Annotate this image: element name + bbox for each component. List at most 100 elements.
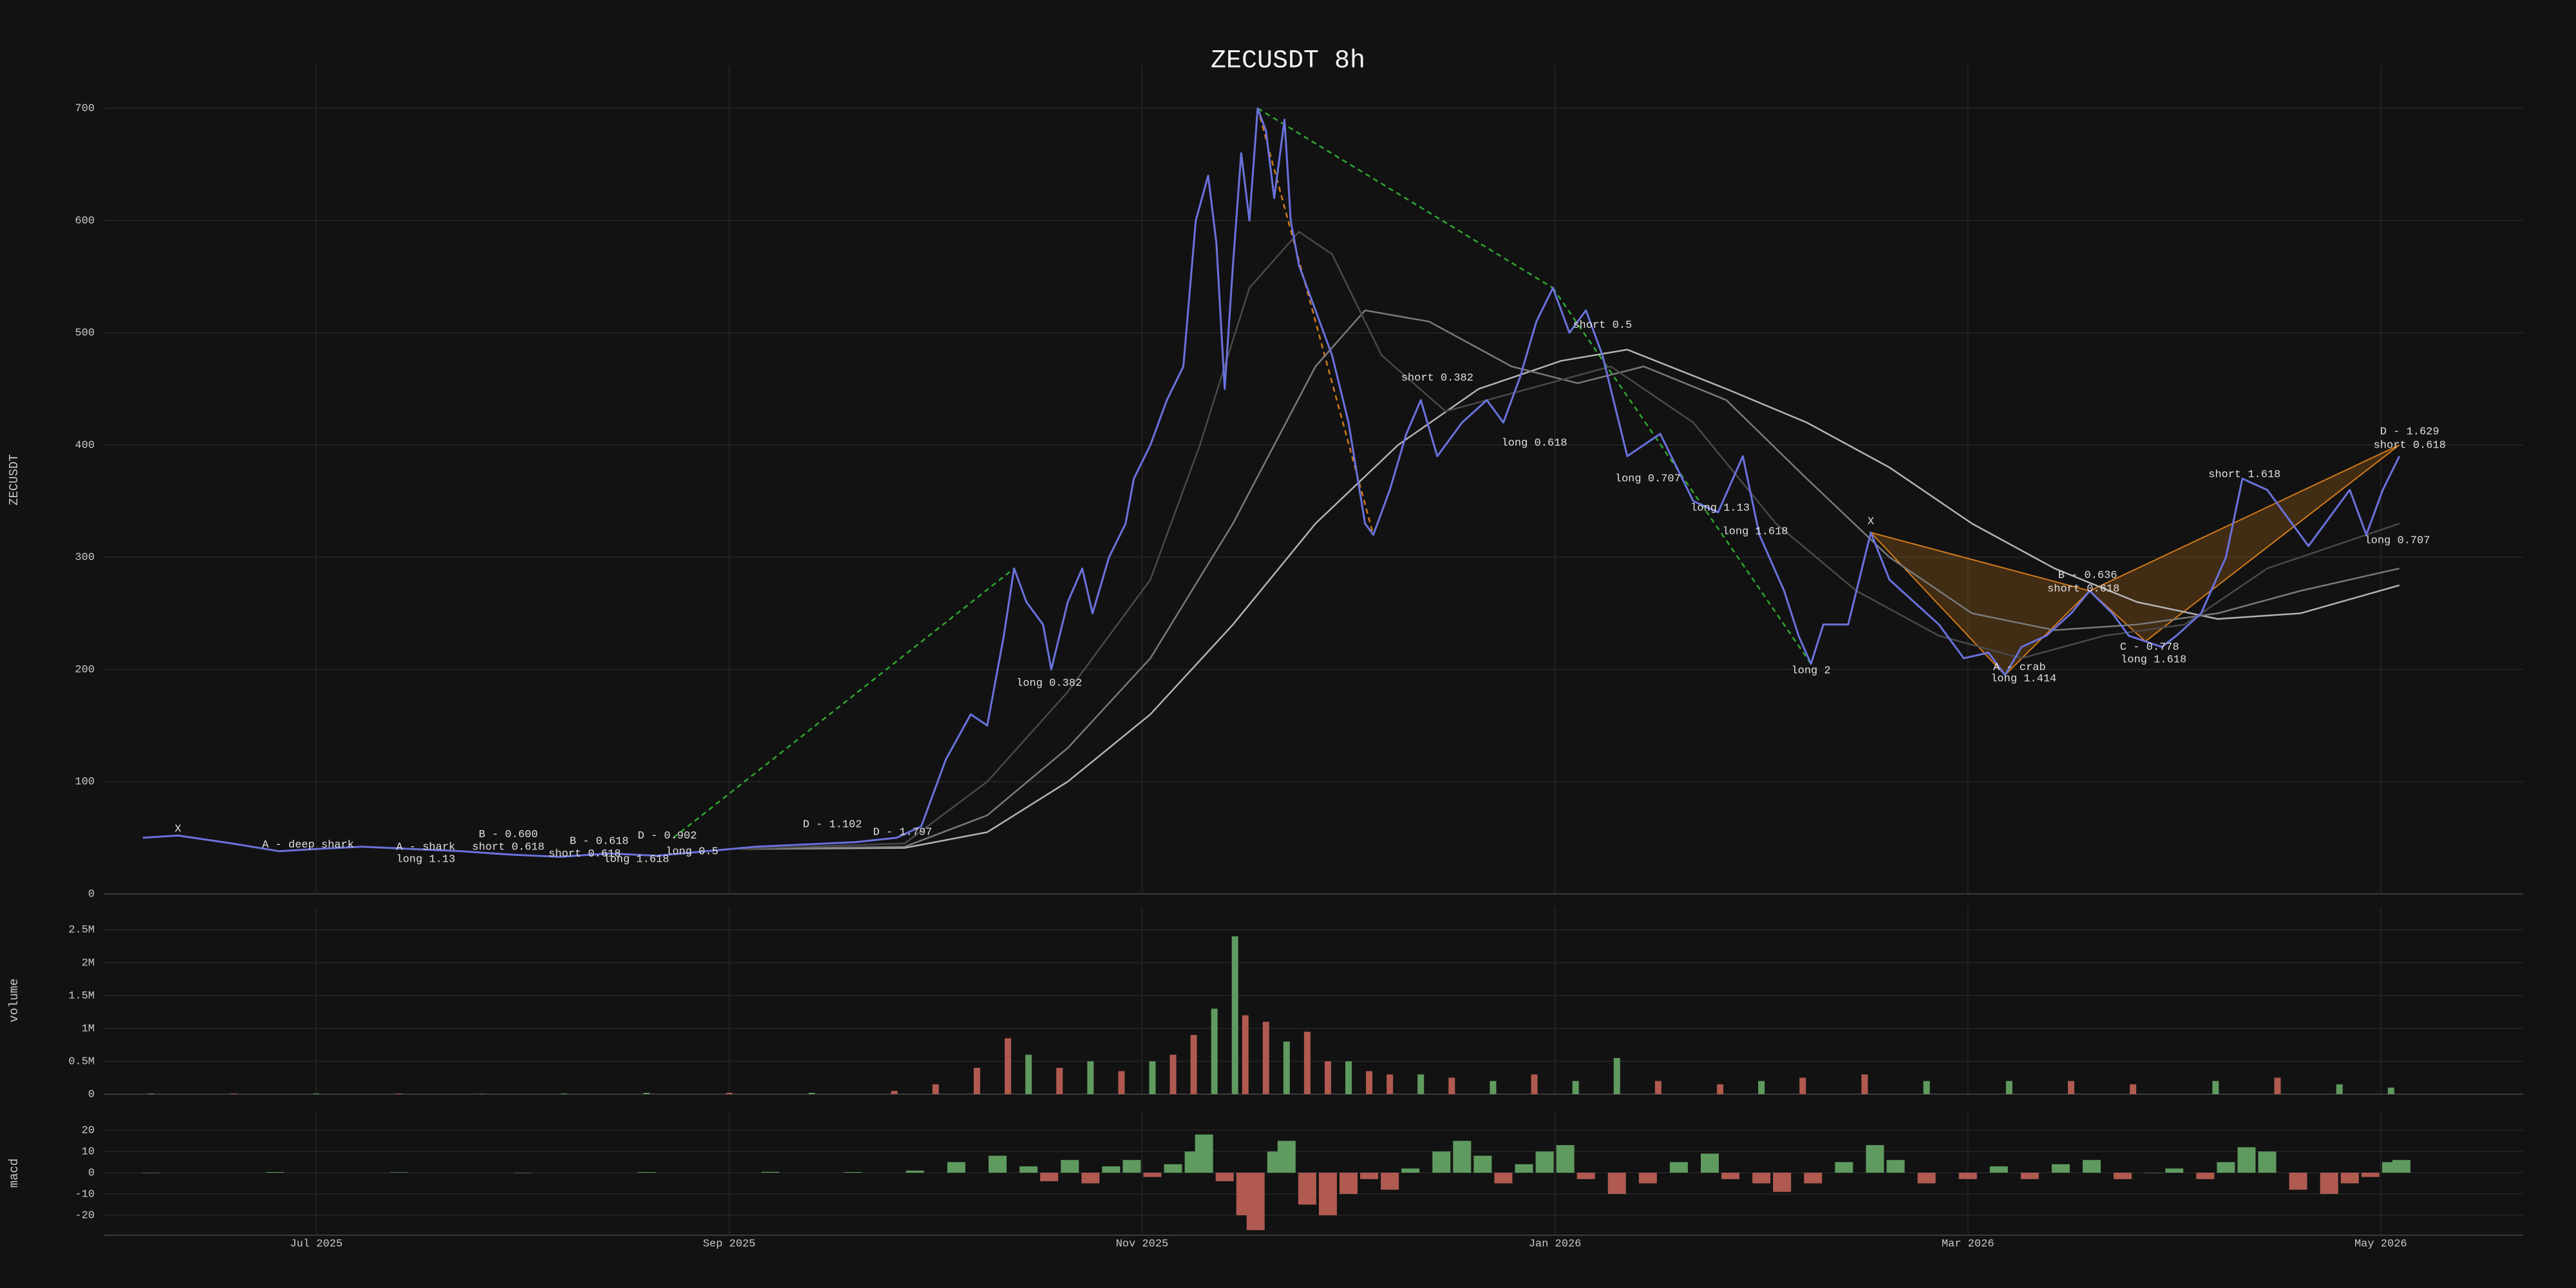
price-line (142, 107, 2401, 858)
bar (808, 1092, 815, 1094)
y-tick-label: 1.5M (68, 990, 95, 1002)
x-tick-label: Mar 2026 (1942, 1238, 1994, 1250)
annotation: short 0.382 (1401, 372, 1473, 384)
bar (1298, 1173, 1316, 1205)
bar (1494, 1173, 1513, 1184)
y-tick-label: -20 (75, 1209, 95, 1222)
chart-title: ZECUSDT 8h (1211, 47, 1365, 76)
bar (1417, 1074, 1425, 1094)
bar (1535, 1151, 1554, 1173)
annotation: long 0.382 (1016, 677, 1082, 690)
bar (1577, 1173, 1595, 1179)
bar (1381, 1173, 1399, 1190)
annotation: X (175, 823, 181, 835)
bar (947, 1162, 965, 1173)
bar (1861, 1074, 1868, 1094)
bar (1515, 1164, 1533, 1173)
y-tick-label: 10 (82, 1146, 95, 1158)
bar (1164, 1164, 1182, 1173)
bar (2051, 1164, 2070, 1173)
bar (390, 1172, 408, 1173)
y-tick-label: 700 (75, 103, 95, 115)
bar (973, 1068, 980, 1094)
bar (643, 1092, 650, 1094)
y-tick-label: 500 (75, 327, 95, 339)
bar (2274, 1077, 2281, 1094)
bar (1473, 1155, 1492, 1173)
annotation: A - crab (1993, 661, 2046, 674)
bar (2361, 1173, 2380, 1177)
y-tick-label: 400 (75, 439, 95, 451)
bar (1231, 936, 1238, 1094)
bar (1804, 1173, 1823, 1184)
pattern-line (1257, 108, 1554, 289)
bar (1081, 1173, 1100, 1184)
bar (1432, 1151, 1451, 1173)
bar (1866, 1145, 1884, 1173)
bar (761, 1171, 780, 1173)
bar (2237, 1147, 2256, 1173)
bar (2336, 1084, 2343, 1094)
bar (1056, 1068, 1063, 1094)
bar (2020, 1173, 2039, 1179)
bar (1717, 1084, 1724, 1094)
bar (2340, 1173, 2359, 1184)
annotation: D - 1.102 (803, 819, 862, 831)
bar (2130, 1084, 2137, 1094)
annotation: B - 0.618 (569, 836, 629, 848)
bar (1040, 1173, 1059, 1182)
annotation: short 0.5 (1573, 319, 1632, 332)
annotation: long 0.5 (666, 846, 719, 858)
bar (1143, 1173, 1162, 1177)
bar (1490, 1081, 1497, 1094)
y-axis-label: volume (7, 978, 21, 1022)
annotation: D - 1.797 (873, 827, 933, 839)
bar (1303, 1032, 1311, 1094)
annotation: C - 0.778 (2120, 641, 2179, 654)
bar (1339, 1173, 1358, 1194)
bar (2212, 1081, 2219, 1094)
annotation: short 0.618 (2047, 583, 2119, 596)
bar (1531, 1074, 1538, 1094)
annotation: short 1.618 (2208, 469, 2280, 481)
annotation: D - 0.902 (638, 830, 697, 842)
bar (2258, 1151, 2277, 1173)
annotation: long 0.618 (1501, 437, 1567, 450)
annotation: A - deep shark (262, 839, 354, 851)
pattern-line (672, 567, 1015, 838)
bar (2196, 1173, 2215, 1179)
y-tick-label: 0 (88, 1088, 95, 1101)
annotation: long 0.707 (2364, 535, 2430, 547)
bar (2320, 1173, 2338, 1194)
y-tick-label: 0 (88, 888, 95, 900)
annotation: B - 0.636 (2058, 570, 2117, 582)
annotation: long 1.13 (396, 853, 455, 866)
annotation: short 0.618 (472, 841, 544, 853)
bar (1283, 1041, 1290, 1094)
bar (1242, 1015, 1249, 1094)
bar (1195, 1134, 1213, 1173)
y-tick-label: 20 (82, 1125, 95, 1137)
annotation: short 0.618 (2374, 439, 2446, 451)
bar (2067, 1081, 2074, 1094)
bar (2289, 1173, 2307, 1190)
bar (1448, 1077, 1455, 1094)
bar (1019, 1166, 1038, 1173)
annotation: short 0.618 (549, 848, 621, 860)
bar (1324, 1061, 1331, 1094)
bar (266, 1172, 285, 1173)
annotation: long 1.414 (1991, 673, 2056, 685)
y-tick-label: 200 (75, 664, 95, 676)
annotation: long 1.13 (1690, 502, 1750, 515)
annotation: long 0.707 (1615, 473, 1681, 486)
bar (1700, 1153, 1719, 1173)
x-tick-label: Nov 2025 (1116, 1238, 1169, 1250)
x-tick-label: May 2026 (2354, 1238, 2407, 1250)
y-tick-label: 300 (75, 552, 95, 564)
bar (1215, 1173, 1234, 1182)
bar (1211, 1009, 1218, 1094)
bar (1835, 1162, 1853, 1173)
bar (1654, 1081, 1662, 1094)
